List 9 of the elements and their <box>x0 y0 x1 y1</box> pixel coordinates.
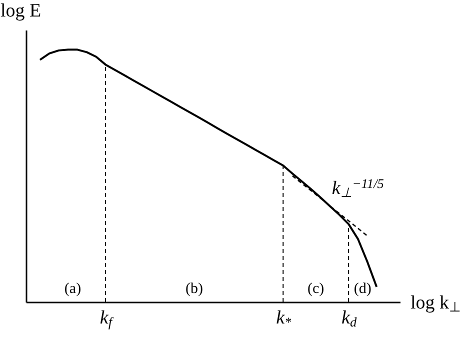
x-axis-title: log k$_{⊥}$ <box>410 292 460 315</box>
annotation: (b) <box>186 281 204 297</box>
x-tick-label: k$_{d}$ <box>342 308 357 330</box>
y-axis-title: log E <box>0 0 42 22</box>
annotation: (c) <box>308 281 324 297</box>
annotation: (d) <box>354 281 372 297</box>
x-tick-label: k$_{f}$ <box>100 308 114 330</box>
annotation: (a) <box>64 281 82 297</box>
x-tick-label: k$_{*}$ <box>276 308 292 330</box>
